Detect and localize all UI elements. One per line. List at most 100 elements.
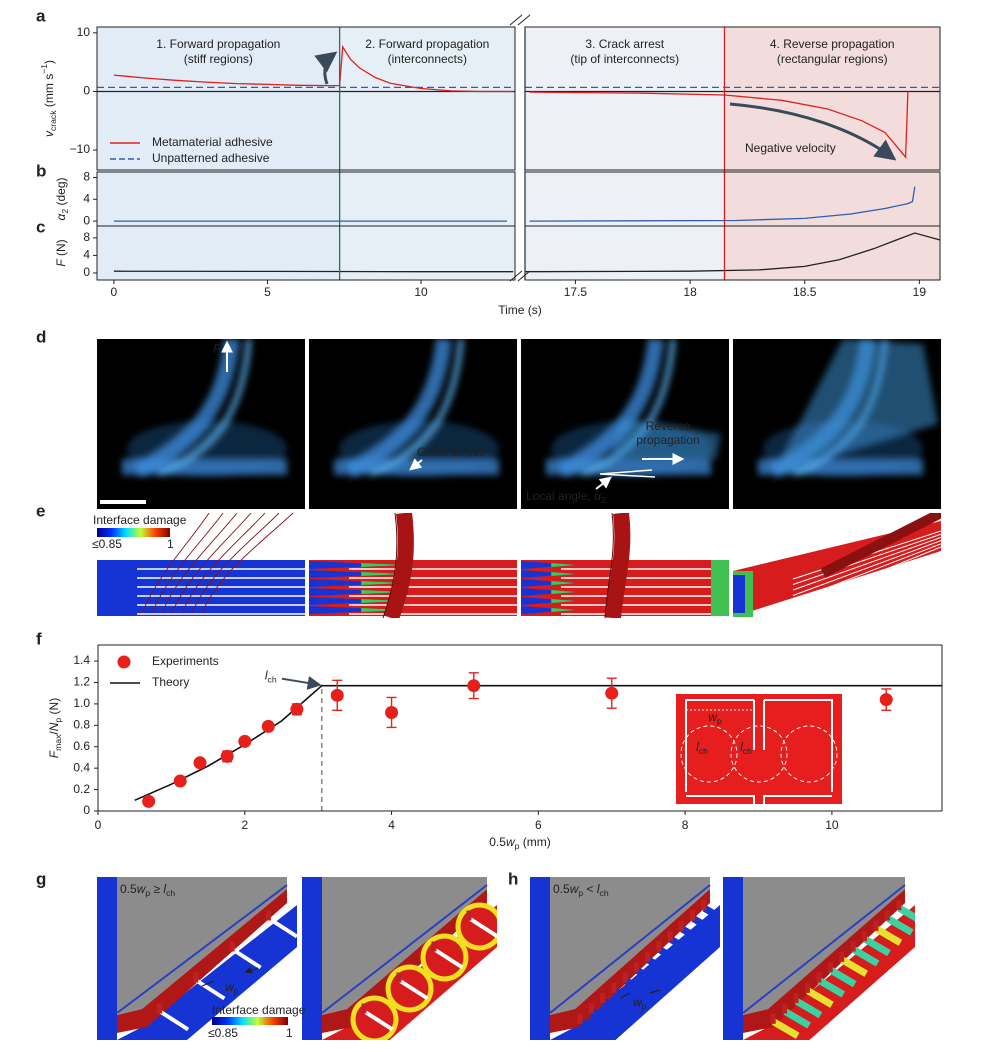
series-line: [524, 232, 941, 273]
panel-label: d: [36, 327, 46, 346]
post: [701, 900, 707, 911]
data-point: [330, 688, 344, 702]
text-part: l: [597, 882, 600, 896]
region-band: [97, 27, 340, 280]
damage-wedge: [361, 590, 404, 594]
text-part: p: [515, 841, 520, 851]
panel-label: c: [36, 217, 45, 236]
post: [862, 931, 868, 942]
annotation: lch: [265, 669, 277, 685]
colorbar: [212, 1017, 288, 1025]
photo-glow: [334, 339, 499, 479]
post: [793, 993, 799, 1004]
x-tick-label: 5: [264, 285, 271, 299]
strip-bundle: [383, 513, 414, 618]
damage-wedge: [309, 570, 404, 578]
strip: [201, 513, 294, 614]
damage-wedge: [551, 608, 576, 612]
data-point: [238, 734, 252, 748]
x-tick-label: 0: [95, 818, 102, 832]
text-part: F: [47, 750, 61, 758]
pad: [159, 1009, 190, 1032]
x-axis-label: Time (s): [498, 303, 542, 317]
region-sublabel: (rectangular regions): [777, 52, 888, 66]
legend-label: Metamaterial adhesive: [152, 135, 273, 149]
pad: [897, 905, 915, 922]
strand: [557, 339, 664, 479]
post: [361, 1003, 367, 1014]
data-point: [261, 719, 275, 733]
region-label: 2. Forward propagation: [365, 37, 489, 51]
force-label: F: [213, 342, 221, 356]
text-part: l: [740, 740, 743, 754]
photo-arrow: [409, 458, 423, 471]
text-part: ≥: [150, 882, 163, 896]
pattern-line: [792, 543, 941, 602]
damage-wedge: [521, 597, 576, 605]
slab-line: [116, 884, 288, 1014]
series-line: [113, 44, 514, 93]
post: [839, 951, 845, 962]
y-tick-label: 0.4: [73, 760, 90, 774]
inset-label: lch: [740, 740, 752, 756]
post: [431, 941, 437, 952]
pad: [635, 967, 663, 988]
series-line: [529, 91, 909, 159]
post: [396, 972, 402, 983]
region-band: [724, 27, 940, 280]
photo-glow: [122, 339, 287, 479]
text-part: l: [696, 740, 699, 754]
pad: [874, 925, 903, 946]
damage-wedge: [521, 570, 576, 578]
strand: [133, 339, 240, 479]
data-point: [193, 756, 207, 770]
simulation: [521, 513, 729, 618]
inset-label: wp: [708, 710, 722, 726]
strip: [161, 513, 238, 614]
region-band: [339, 27, 515, 280]
y-tick-label: 4: [83, 248, 90, 262]
text-part: v: [42, 130, 56, 137]
colorbar-title: Interface damage: [212, 1003, 306, 1017]
text-part: (N): [54, 239, 68, 259]
damage-wedge: [361, 608, 404, 612]
condition-label: 0.5wp < lch: [553, 882, 609, 898]
data-point: [173, 774, 187, 788]
annotation-arrow: [729, 102, 897, 161]
y-tick-label: 1.0: [73, 696, 90, 710]
data-point: [290, 702, 304, 716]
slab-edge: [550, 889, 710, 1033]
region-label: 3. Crack arrest: [585, 37, 664, 51]
pad: [363, 1009, 394, 1032]
strip: [191, 513, 280, 614]
post: [656, 941, 662, 952]
render: [97, 877, 297, 1040]
damage-wedge: [521, 606, 576, 614]
damage-wedge: [309, 561, 404, 569]
text-part: ch: [743, 746, 752, 756]
width-arrows: [619, 989, 661, 999]
post: [690, 910, 696, 921]
data-point: [605, 686, 619, 700]
post: [678, 920, 684, 931]
pad: [691, 915, 719, 936]
strip: [141, 513, 210, 614]
photo: [309, 339, 517, 509]
post: [611, 982, 617, 993]
panel-frame: [96, 26, 516, 171]
data-point: [467, 679, 481, 693]
slab-edge: [117, 889, 287, 1033]
y-tick-label: 1.2: [73, 675, 90, 689]
text-part: w: [570, 882, 580, 896]
pad: [195, 978, 226, 1001]
pad: [817, 977, 846, 998]
inset-circle: [730, 725, 788, 783]
render: [723, 877, 915, 1040]
axis-break: [509, 14, 531, 26]
pad: [680, 925, 708, 946]
legend-label: Theory: [152, 675, 189, 689]
data-point: [879, 693, 893, 707]
post: [600, 993, 606, 1004]
text-part: /: [47, 731, 61, 735]
